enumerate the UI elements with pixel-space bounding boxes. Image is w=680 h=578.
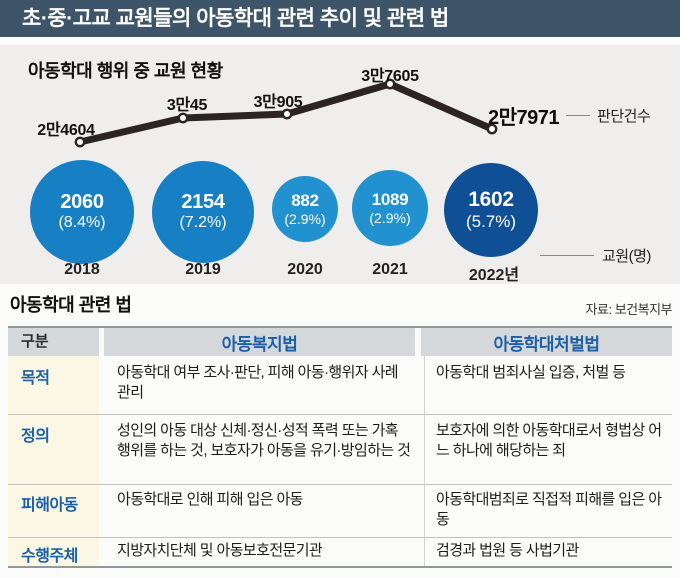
case-count-label-2019: 3만45	[166, 97, 208, 114]
year-label-2020: 2020	[287, 261, 323, 278]
table-header-punishment-act: 아동학대처벌법	[421, 328, 672, 356]
callout-connector-line	[540, 255, 594, 256]
teacher-percent-2018: (8.4%)	[58, 214, 106, 232]
teacher-count-2018: 2060	[60, 191, 104, 214]
teacher-abuse-chart-panel: 아동학대 행위 중 교원 현황 2만4604 3만45 3만905 3만7605…	[0, 45, 680, 284]
teacher-count-2019: 2154	[181, 191, 225, 214]
teacher-percent-2019: (7.2%)	[179, 214, 227, 232]
cell-definition-welfare: 성인의 아동 대상 신체·정신·성적 폭력 또는 가혹행위를 하는 것, 보호자…	[117, 422, 411, 459]
row-separator	[8, 484, 672, 485]
year-label-2018: 2018	[64, 261, 100, 278]
line-marker-2021	[384, 78, 396, 90]
teacher-bubble-2020: 882 (2.9%)	[272, 176, 338, 242]
teacher-bubble-2018: 2060 (8.4%)	[30, 160, 134, 264]
row-label-victim-child: 피해아동	[21, 497, 78, 514]
law-section-title: 아동학대 관련 법	[10, 295, 132, 315]
case-count-label-2020: 3만905	[253, 94, 303, 111]
table-header-welfare-act: 아동복지법	[104, 328, 415, 356]
row-label-definition: 정의	[21, 428, 50, 445]
chart-subtitle: 아동학대 행위 중 교원 현황	[28, 61, 223, 81]
teacher-bubble-2019: 2154 (7.2%)	[152, 161, 254, 263]
teacher-bubble-2022: 1602 (5.7%)	[444, 163, 538, 257]
row-separator	[8, 414, 672, 415]
cell-executor-welfare: 지방자치단체 및 아동보호전문기관	[117, 542, 323, 559]
cell-victim-punishment: 아동학대범죄로 직접적 피해를 입은 아동	[436, 491, 662, 528]
table-header-gubun: 구분	[8, 328, 99, 356]
table-bottom-border	[8, 566, 672, 568]
case-count-label-2018: 2만4604	[37, 122, 95, 139]
cell-purpose-welfare: 아동학대 여부 조사·판단, 피해 아동·행위자 사례 관리	[117, 364, 399, 401]
column-divider	[424, 356, 425, 566]
teacher-bubble-2021: 1089 (2.9%)	[352, 170, 428, 246]
row-separator	[8, 537, 672, 538]
case-count-label-2021: 3만7605	[361, 68, 419, 85]
cell-victim-welfare: 아동학대로 인해 피해 입은 아동	[117, 491, 303, 508]
infographic-title-bar: 초·중·고교 교원들의 아동학대 관련 추이 및 관련 법	[0, 0, 680, 37]
teacher-count-2020: 882	[291, 191, 319, 211]
year-label-2021: 2021	[372, 261, 408, 278]
row-label-purpose: 목적	[21, 370, 50, 387]
line-marker-2018	[74, 136, 86, 148]
teacher-count-2021: 1089	[371, 190, 409, 210]
row-label-column-background	[8, 356, 99, 566]
cell-purpose-punishment: 아동학대 범죄사실 입증, 처벌 등	[436, 364, 626, 381]
line-marker-2022	[486, 123, 498, 135]
judgment-count-line-chart	[74, 78, 498, 148]
judgment-count-legend: 판단건수	[597, 108, 651, 125]
teacher-count-2022: 1602	[468, 188, 514, 212]
teacher-percent-2021: (2.9%)	[369, 209, 411, 226]
teacher-count-callout: 교원(명)	[540, 245, 651, 266]
teacher-percent-2020: (2.9%)	[284, 210, 326, 227]
data-source: 자료: 보건복지부	[585, 302, 673, 317]
case-count-label-2022: 2만7971	[488, 107, 560, 129]
line-marker-2019	[177, 112, 189, 124]
cell-executor-punishment: 검경과 법원 등 사법기관	[436, 542, 579, 559]
teacher-percent-2022: (5.7%)	[465, 212, 517, 232]
teacher-count-legend: 교원(명)	[602, 248, 651, 265]
line-marker-2020	[281, 108, 293, 120]
cell-definition-punishment: 보호자에 의한 아동학대로서 형법상 어느 하나에 해당하는 죄	[436, 422, 662, 459]
page-title: 초·중·고교 교원들의 아동학대 관련 추이 및 관련 법	[22, 7, 449, 30]
table-top-border	[8, 326, 672, 328]
judgment-count-callout: 2만7971 판단건수	[488, 101, 651, 130]
row-label-executing-body: 수행주체	[21, 548, 78, 565]
year-label-2022: 2022년	[468, 267, 520, 284]
callout-connector-line	[566, 115, 591, 116]
year-label-2019: 2019	[185, 261, 221, 278]
